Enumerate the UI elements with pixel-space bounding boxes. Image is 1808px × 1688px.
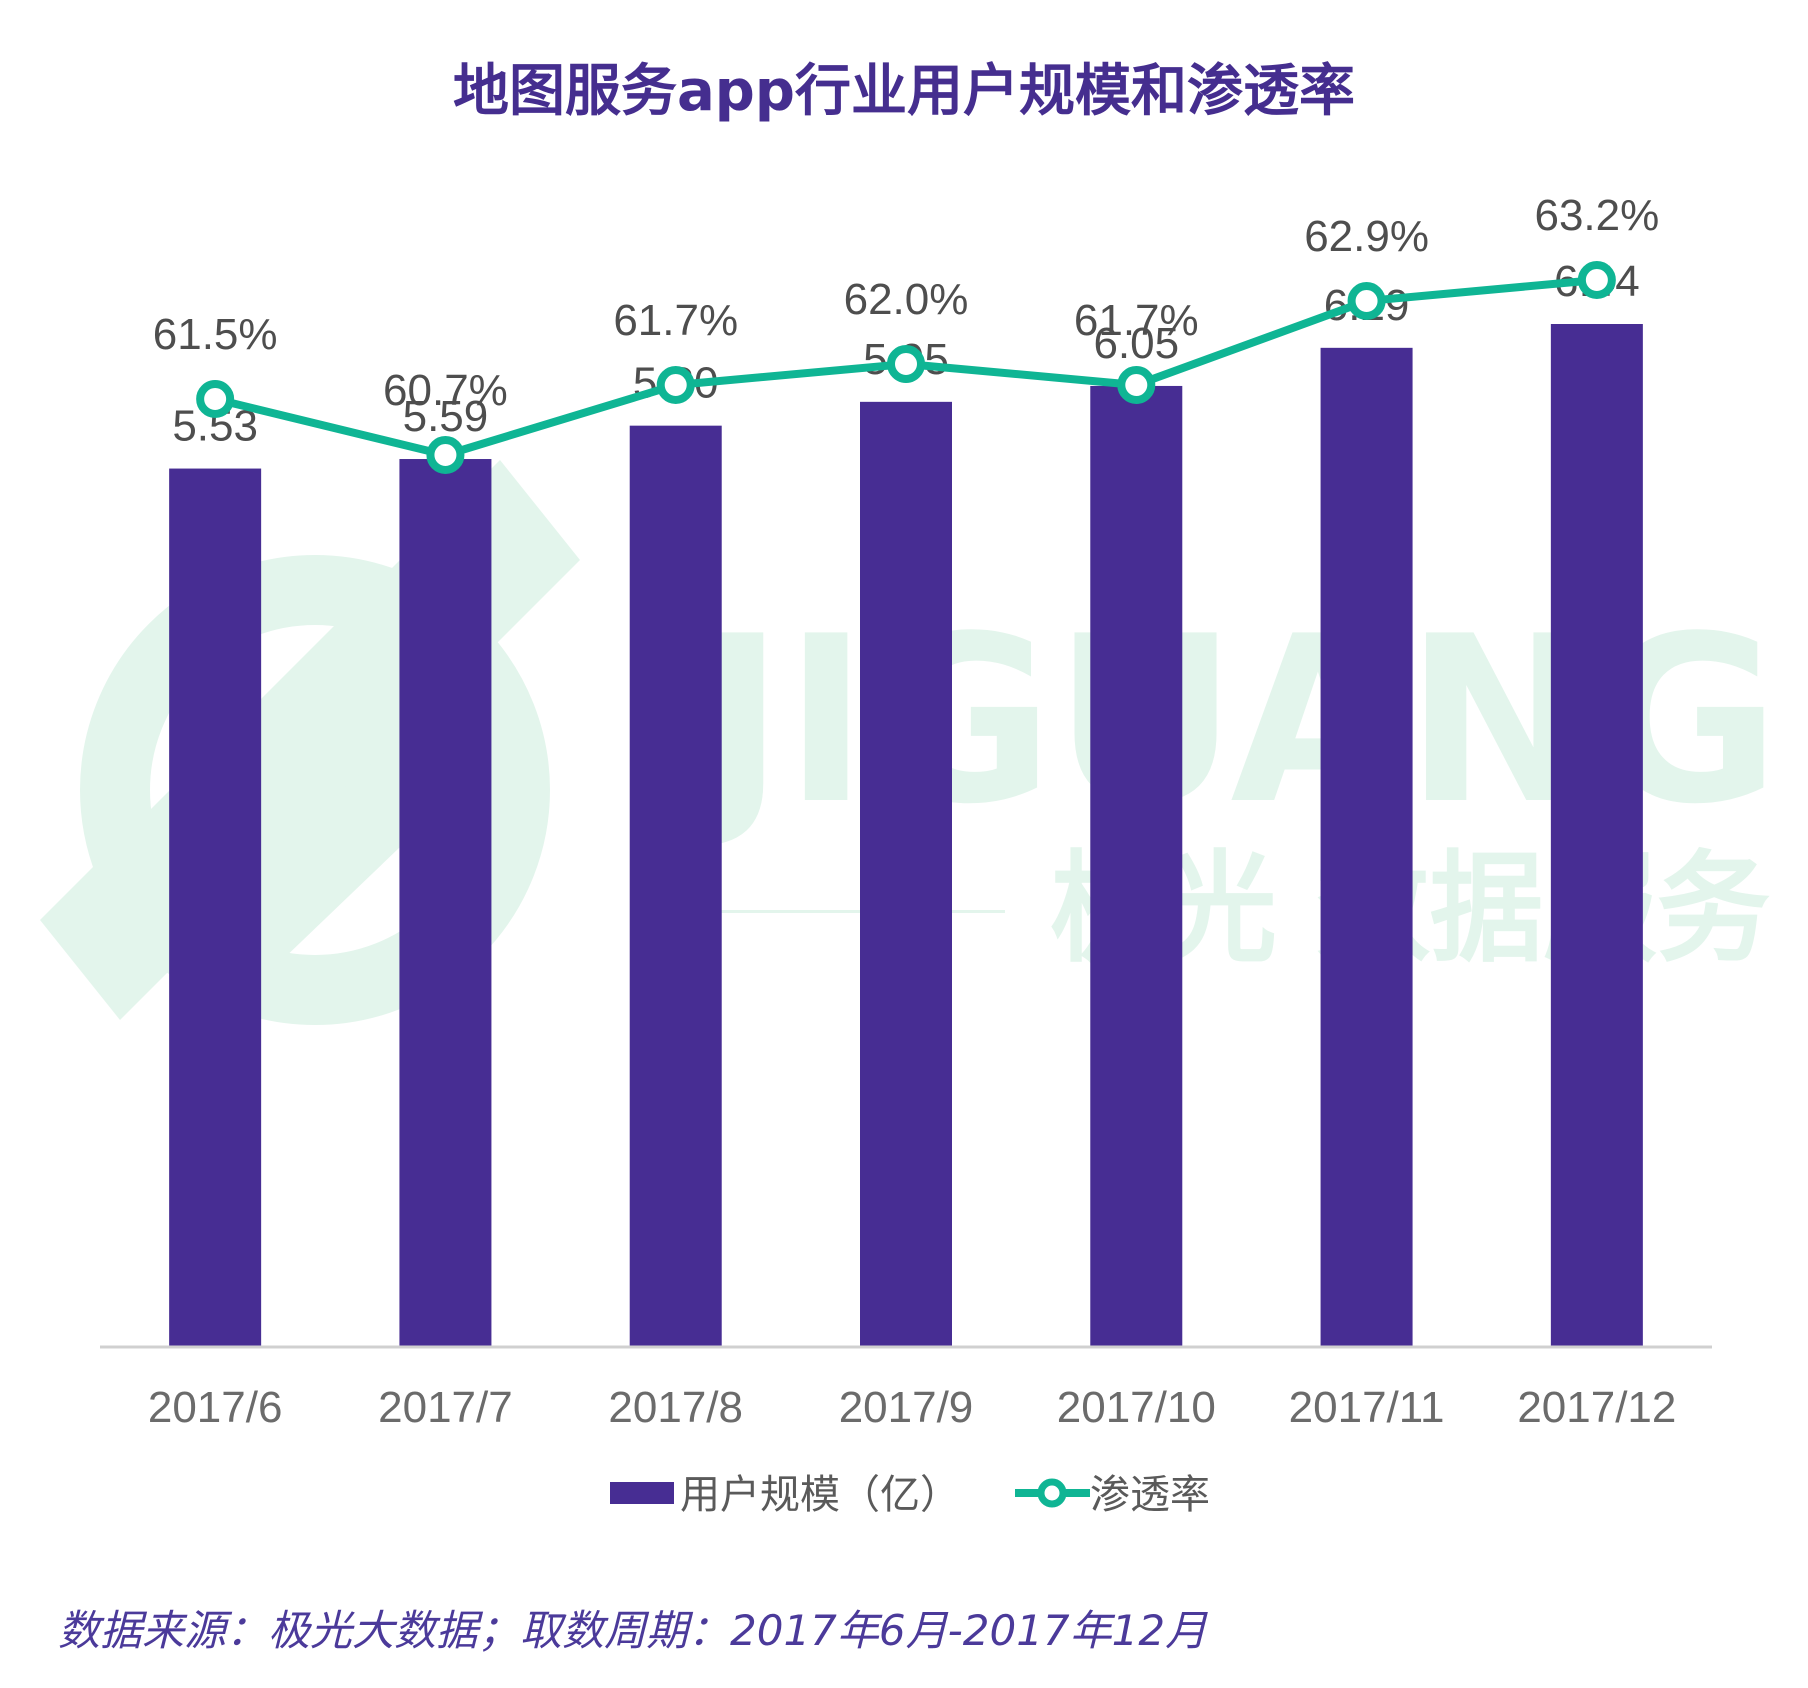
x-tick-label: 2017/9 bbox=[839, 1383, 974, 1432]
chart-title: 地图服务app行业用户规模和渗透率 bbox=[453, 59, 1355, 124]
legend-swatch-marker bbox=[1037, 1478, 1067, 1508]
watermark-divider bbox=[705, 910, 1005, 913]
bar bbox=[1090, 385, 1183, 1347]
bar-value-label: 6.05 bbox=[1093, 319, 1179, 368]
penetration-point bbox=[656, 366, 695, 404]
bar bbox=[399, 459, 492, 1347]
x-tick-label: 2017/8 bbox=[608, 1383, 743, 1432]
penetration-value-label: 62.9% bbox=[1304, 212, 1429, 261]
penetration-value-label: 61.5% bbox=[153, 310, 278, 359]
penetration-point bbox=[426, 436, 465, 474]
legend-label-line: 渗透率 bbox=[1090, 1472, 1210, 1518]
penetration-point bbox=[1577, 261, 1616, 299]
bars bbox=[169, 324, 1643, 1348]
penetration-value-label: 63.2% bbox=[1534, 191, 1659, 240]
watermark-logo bbox=[40, 460, 580, 1025]
x-axis-ticks: 2017/6 2017/7 2017/8 2017/9 2017/10 2017/11 20… bbox=[148, 1383, 1677, 1432]
x-tick-label: 2017/12 bbox=[1517, 1383, 1676, 1432]
bar bbox=[1550, 324, 1643, 1347]
penetration-point bbox=[1347, 282, 1386, 320]
legend: 用户规模（亿） 渗透率 bbox=[610, 1472, 1210, 1518]
x-tick-label: 2017/6 bbox=[148, 1383, 283, 1432]
penetration-line bbox=[196, 261, 1616, 474]
penetration-point bbox=[887, 345, 925, 383]
penetration-point bbox=[1117, 366, 1156, 404]
bar bbox=[169, 468, 262, 1348]
bar bbox=[1320, 347, 1413, 1347]
bar-value-label: 5.59 bbox=[403, 392, 489, 441]
x-tick-label: 2017/10 bbox=[1057, 1383, 1216, 1432]
penetration-labels: 61.5% 60.7% 61.7% 62.0% 61.7% 62.9% 63.2% bbox=[153, 191, 1659, 415]
legend-swatch-bar bbox=[610, 1482, 674, 1504]
penetration-value-label: 61.7% bbox=[613, 296, 738, 345]
x-tick-label: 2017/11 bbox=[1289, 1383, 1445, 1432]
x-tick-label: 2017/7 bbox=[378, 1383, 513, 1432]
bar bbox=[629, 425, 722, 1348]
penetration-value-label: 61.7% bbox=[1074, 296, 1199, 345]
legend-label-bar: 用户规模（亿） bbox=[680, 1472, 960, 1518]
penetration-value-label: 60.7% bbox=[383, 366, 508, 415]
source-note: 数据来源：极光大数据；取数周期：2017年6月-2017年12月 bbox=[58, 1606, 1208, 1655]
penetration-point bbox=[196, 380, 235, 418]
penetration-value-label: 62.0% bbox=[844, 275, 969, 324]
bar bbox=[860, 401, 952, 1348]
